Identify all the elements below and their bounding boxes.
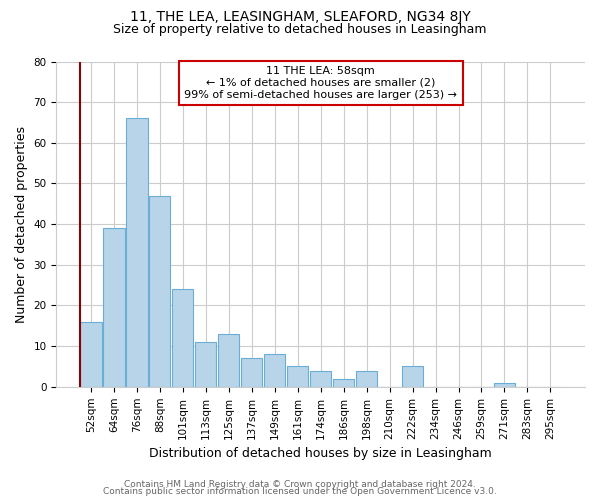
Text: 11, THE LEA, LEASINGHAM, SLEAFORD, NG34 8JY: 11, THE LEA, LEASINGHAM, SLEAFORD, NG34 … <box>130 10 470 24</box>
Bar <box>310 370 331 387</box>
Bar <box>264 354 286 387</box>
Text: Contains public sector information licensed under the Open Government Licence v3: Contains public sector information licen… <box>103 487 497 496</box>
Bar <box>127 118 148 387</box>
Bar <box>494 383 515 387</box>
Bar <box>80 322 101 387</box>
Bar <box>241 358 262 387</box>
Bar <box>333 378 354 387</box>
Text: Size of property relative to detached houses in Leasingham: Size of property relative to detached ho… <box>113 22 487 36</box>
Text: 11 THE LEA: 58sqm
← 1% of detached houses are smaller (2)
99% of semi-detached h: 11 THE LEA: 58sqm ← 1% of detached house… <box>184 66 457 100</box>
Bar <box>402 366 423 387</box>
Bar <box>172 289 193 387</box>
X-axis label: Distribution of detached houses by size in Leasingham: Distribution of detached houses by size … <box>149 447 492 460</box>
Bar <box>287 366 308 387</box>
Text: Contains HM Land Registry data © Crown copyright and database right 2024.: Contains HM Land Registry data © Crown c… <box>124 480 476 489</box>
Bar <box>195 342 217 387</box>
Bar <box>149 196 170 387</box>
Bar <box>218 334 239 387</box>
Bar <box>356 370 377 387</box>
Bar <box>103 228 125 387</box>
Y-axis label: Number of detached properties: Number of detached properties <box>15 126 28 322</box>
